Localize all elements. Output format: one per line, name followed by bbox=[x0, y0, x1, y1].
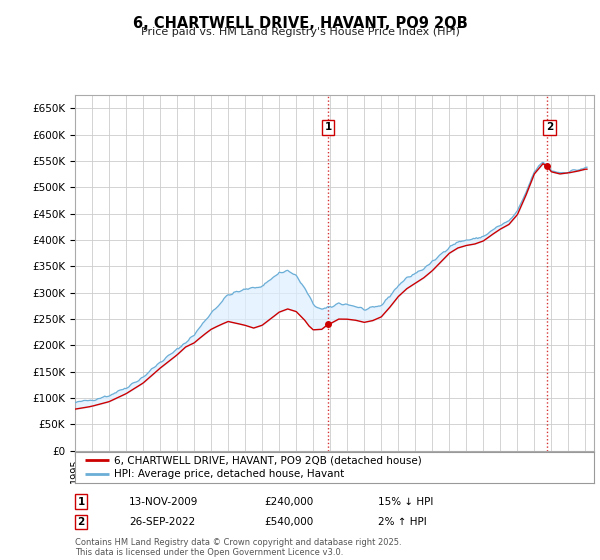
Text: 6, CHARTWELL DRIVE, HAVANT, PO9 2QB: 6, CHARTWELL DRIVE, HAVANT, PO9 2QB bbox=[133, 16, 467, 31]
Text: 1: 1 bbox=[77, 497, 85, 507]
Text: 15% ↓ HPI: 15% ↓ HPI bbox=[378, 497, 433, 507]
Text: 2: 2 bbox=[77, 517, 85, 527]
Text: 2: 2 bbox=[546, 122, 553, 132]
Text: £240,000: £240,000 bbox=[264, 497, 313, 507]
Text: Price paid vs. HM Land Registry's House Price Index (HPI): Price paid vs. HM Land Registry's House … bbox=[140, 27, 460, 37]
Text: Contains HM Land Registry data © Crown copyright and database right 2025.
This d: Contains HM Land Registry data © Crown c… bbox=[75, 538, 401, 557]
Text: £540,000: £540,000 bbox=[264, 517, 313, 527]
Text: 1: 1 bbox=[325, 122, 332, 132]
Text: 6, CHARTWELL DRIVE, HAVANT, PO9 2QB (detached house): 6, CHARTWELL DRIVE, HAVANT, PO9 2QB (det… bbox=[114, 455, 422, 465]
Text: 13-NOV-2009: 13-NOV-2009 bbox=[129, 497, 199, 507]
Text: HPI: Average price, detached house, Havant: HPI: Average price, detached house, Hava… bbox=[114, 469, 344, 479]
Text: 2% ↑ HPI: 2% ↑ HPI bbox=[378, 517, 427, 527]
Text: 26-SEP-2022: 26-SEP-2022 bbox=[129, 517, 195, 527]
